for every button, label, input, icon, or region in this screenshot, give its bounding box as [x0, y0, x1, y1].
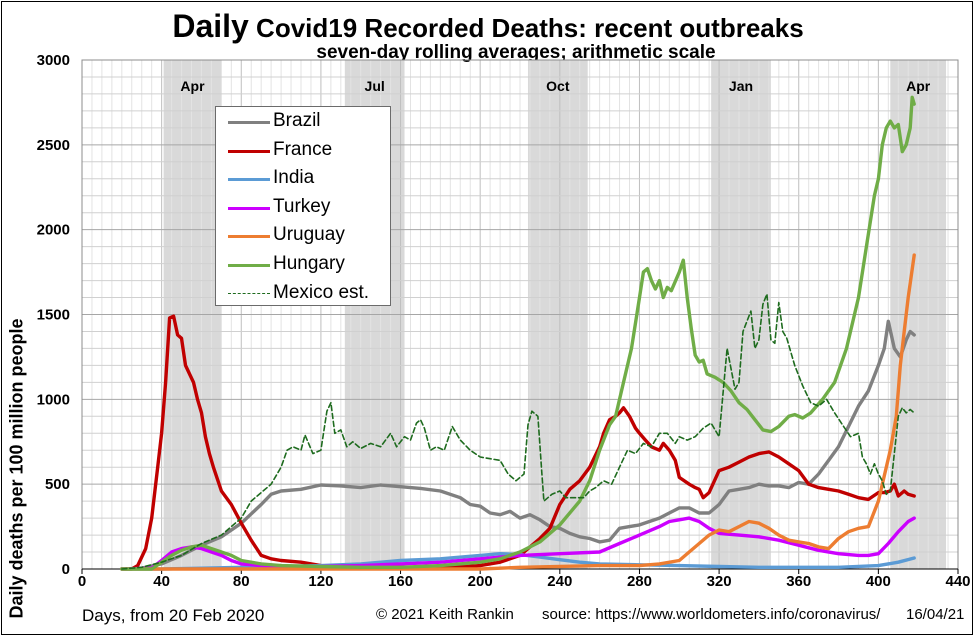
legend-swatch	[228, 149, 270, 153]
y-tick-label: 2000	[37, 222, 70, 239]
x-tick-label: 0	[78, 573, 86, 590]
x-tick-label: 280	[627, 573, 652, 590]
legend-label: France	[273, 138, 333, 160]
legend-item: India	[216, 166, 392, 194]
legend-label: Turkey	[273, 195, 331, 217]
x-tick-label: 80	[233, 573, 250, 590]
y-tick-label: 0	[62, 561, 70, 578]
month-label: Jul	[365, 78, 385, 94]
y-tick-label: 500	[45, 476, 70, 493]
x-tick-label: 320	[707, 573, 732, 590]
legend-label: Uruguay	[273, 224, 345, 246]
x-tick-label: 200	[468, 573, 493, 590]
y-tick-label: 1000	[37, 391, 70, 408]
legend-swatch	[228, 235, 270, 239]
y-tick-label: 1500	[37, 307, 70, 324]
x-tick-label: 360	[786, 573, 811, 590]
legend-label: Mexico est.	[273, 281, 370, 303]
copyright-note: © 2021 Keith Rankin	[376, 606, 514, 623]
chart-title-rest: Covid19 Recorded Deaths: recent outbreak…	[256, 13, 804, 43]
month-label: Apr	[180, 78, 205, 94]
legend-swatch	[228, 206, 270, 210]
series-line-brazil	[120, 319, 916, 571]
y-tick-label: 3000	[37, 52, 70, 69]
x-tick-label: 400	[866, 573, 891, 590]
x-tick-label: 120	[308, 573, 333, 590]
chart-legend: Brazil France India Turkey Uruguay Hungary Mex…	[215, 106, 391, 306]
y-axis-label: Daily deaths per 100 million people	[6, 318, 27, 619]
x-axis-label: Days, from 20 Feb 2020	[82, 606, 265, 625]
y-tick-label: 2500	[37, 137, 70, 154]
x-tick-label: 440	[945, 573, 970, 590]
legend-swatch	[228, 292, 270, 294]
chart-subtitle: seven-day rolling averages; arithmetic s…	[292, 42, 740, 64]
legend-label: Brazil	[273, 110, 321, 131]
series-line-france	[120, 314, 916, 571]
series-line-mexico-est	[121, 293, 915, 570]
month-label: Apr	[906, 78, 931, 94]
legend-label: Hungary	[273, 253, 345, 274]
legend-label: India	[273, 167, 315, 189]
legend-swatch	[228, 121, 270, 124]
month-label: Jan	[729, 78, 753, 94]
source-note: source: https://www.worldometers.info/co…	[542, 606, 881, 623]
x-tick-label: 240	[547, 573, 572, 590]
legend-swatch	[228, 264, 270, 267]
legend-item: France	[216, 138, 392, 166]
legend-item: Hungary	[216, 252, 392, 280]
legend-item: Turkey	[216, 195, 392, 223]
chart-title-emphasis: Daily	[172, 8, 249, 44]
series-line-hungary	[120, 95, 916, 571]
x-tick-label: 40	[153, 573, 170, 590]
series-line-turkey	[120, 516, 916, 571]
legend-item: Uruguay	[216, 223, 392, 251]
series-line-uruguay	[120, 253, 916, 571]
chart-title: Daily Covid19 Recorded Deaths: recent ou…	[0, 8, 976, 45]
legend-item: Mexico est.	[216, 281, 392, 309]
legend-item: Brazil	[216, 109, 392, 137]
date-stamp: 16/04/21	[906, 606, 965, 623]
month-label: Oct	[546, 78, 570, 94]
legend-swatch	[228, 178, 270, 182]
x-tick-label: 160	[388, 573, 413, 590]
